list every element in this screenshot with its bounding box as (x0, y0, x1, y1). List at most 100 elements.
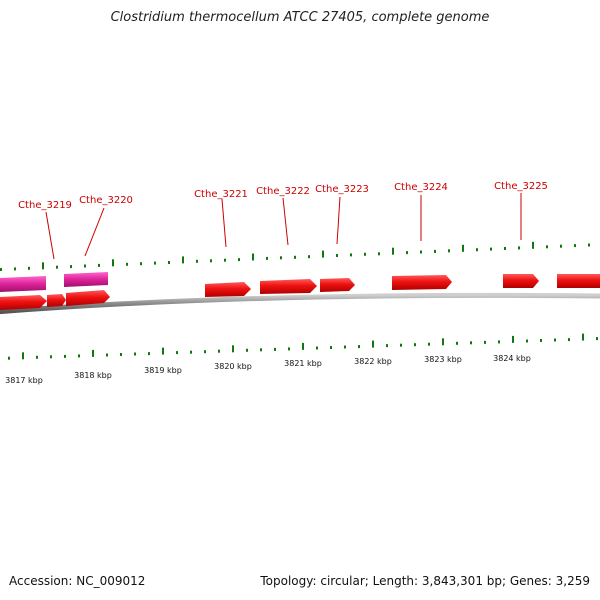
scale-tick (484, 340, 486, 344)
scale-tick (204, 350, 206, 354)
gc-tick (308, 255, 310, 259)
gc-tick (532, 241, 534, 249)
gc-tick (546, 245, 548, 249)
scale-tick (50, 355, 52, 359)
scale-tick (78, 354, 80, 358)
scale-tick (498, 340, 500, 344)
gene-labels: Cthe_3219 Cthe_3220 Cthe_3221 Cthe_3222 … (18, 181, 548, 211)
gc-tick (0, 268, 2, 271)
scale-tick (36, 355, 38, 359)
scale-tick (120, 353, 122, 356)
gene-label: Cthe_3222 (256, 186, 310, 197)
scale-tick (330, 346, 332, 349)
scale-tick (470, 341, 472, 345)
scale-tick (260, 348, 262, 352)
gc-tick (560, 244, 562, 248)
scale-tick (64, 354, 66, 358)
gc-tick (224, 258, 226, 262)
scale-label: 3820 kbp (214, 362, 252, 371)
gc-tick (112, 259, 114, 267)
scale-label: 3819 kbp (144, 366, 182, 375)
gc-tick (84, 264, 86, 268)
gc-tick (210, 259, 212, 263)
gene-label: Cthe_3221 (194, 189, 248, 200)
gc-tick (98, 263, 100, 267)
gc-tick (70, 265, 72, 269)
gc-tick (378, 252, 380, 256)
gc-tick (350, 253, 352, 257)
scale-label: 3818 kbp (74, 371, 112, 380)
gene-label: Cthe_3220 (79, 195, 133, 206)
gc-tick (182, 256, 184, 264)
scale-tick (274, 347, 276, 351)
scale-labels: 3817 kbp 3818 kbp 3819 kbp 3820 kbp 3821… (5, 354, 531, 385)
gc-tick (336, 254, 338, 257)
scale-tick (8, 356, 10, 360)
scale-tick (190, 350, 192, 354)
scale-label: 3821 kbp (284, 359, 322, 368)
gc-tick (518, 246, 520, 250)
gene-label-leaders (45, 193, 522, 260)
gc-tick (574, 244, 576, 248)
gc-tick (434, 249, 436, 253)
gc-tick (56, 265, 58, 269)
scale-tick (512, 335, 514, 343)
scale-tick (176, 351, 178, 355)
scale-tick (162, 347, 164, 355)
scale-tick (22, 352, 24, 360)
gc-tick (294, 255, 296, 259)
gene-arrow (205, 282, 251, 297)
gc-tick (154, 261, 156, 265)
gc-tick (196, 259, 198, 263)
gc-tick (322, 250, 324, 258)
accession-label: Accession: NC_009012 (9, 574, 146, 588)
gc-tick (504, 247, 506, 250)
scale-tick (288, 347, 290, 351)
scale-tick (442, 338, 444, 346)
gc-tick (448, 249, 450, 253)
scale-tick (386, 344, 388, 348)
scale-tick (456, 341, 458, 345)
gc-tick (28, 266, 30, 270)
gc-tick (238, 258, 240, 262)
gc-tick (462, 244, 464, 252)
gc-tick (490, 247, 492, 251)
scale-label: 3817 kbp (5, 376, 43, 385)
scale-tick (316, 346, 318, 350)
scale-tick (148, 352, 150, 356)
scale-tick (302, 342, 304, 350)
gc-tick (140, 262, 142, 266)
scale-tick (232, 345, 234, 353)
genome-backbone (0, 292, 600, 315)
scale-tick (218, 349, 220, 353)
gene-label: Cthe_3219 (18, 200, 72, 211)
scale-tick (92, 349, 94, 357)
scale-tick (582, 333, 584, 341)
gene-arrow (260, 279, 317, 294)
gene-arrow (66, 290, 110, 306)
gene-label: Cthe_3223 (315, 184, 369, 195)
scale-tick (344, 345, 346, 349)
scale-tick (526, 339, 528, 343)
scale-tick (554, 338, 556, 342)
gc-tick (126, 262, 128, 266)
gc-tick (420, 250, 422, 254)
gc-tick (266, 256, 268, 260)
gc-content-ticks (0, 241, 590, 271)
forward-strand-genes (0, 274, 600, 310)
gene-arrow (320, 278, 355, 292)
scale-tick (568, 338, 570, 342)
gene-label: Cthe_3224 (394, 182, 448, 193)
gc-tick (280, 256, 282, 260)
gc-tick (406, 251, 408, 255)
gene-arrow-reverse (0, 276, 46, 292)
scale-tick (596, 337, 598, 341)
genome-summary: Topology: circular; Length: 3,843,301 bp… (260, 574, 590, 588)
gene-arrow (392, 275, 452, 290)
gene-arrow-reverse (64, 272, 108, 287)
gc-tick (252, 253, 254, 261)
scale-label: 3823 kbp (424, 355, 462, 364)
scale-tick (414, 343, 416, 347)
